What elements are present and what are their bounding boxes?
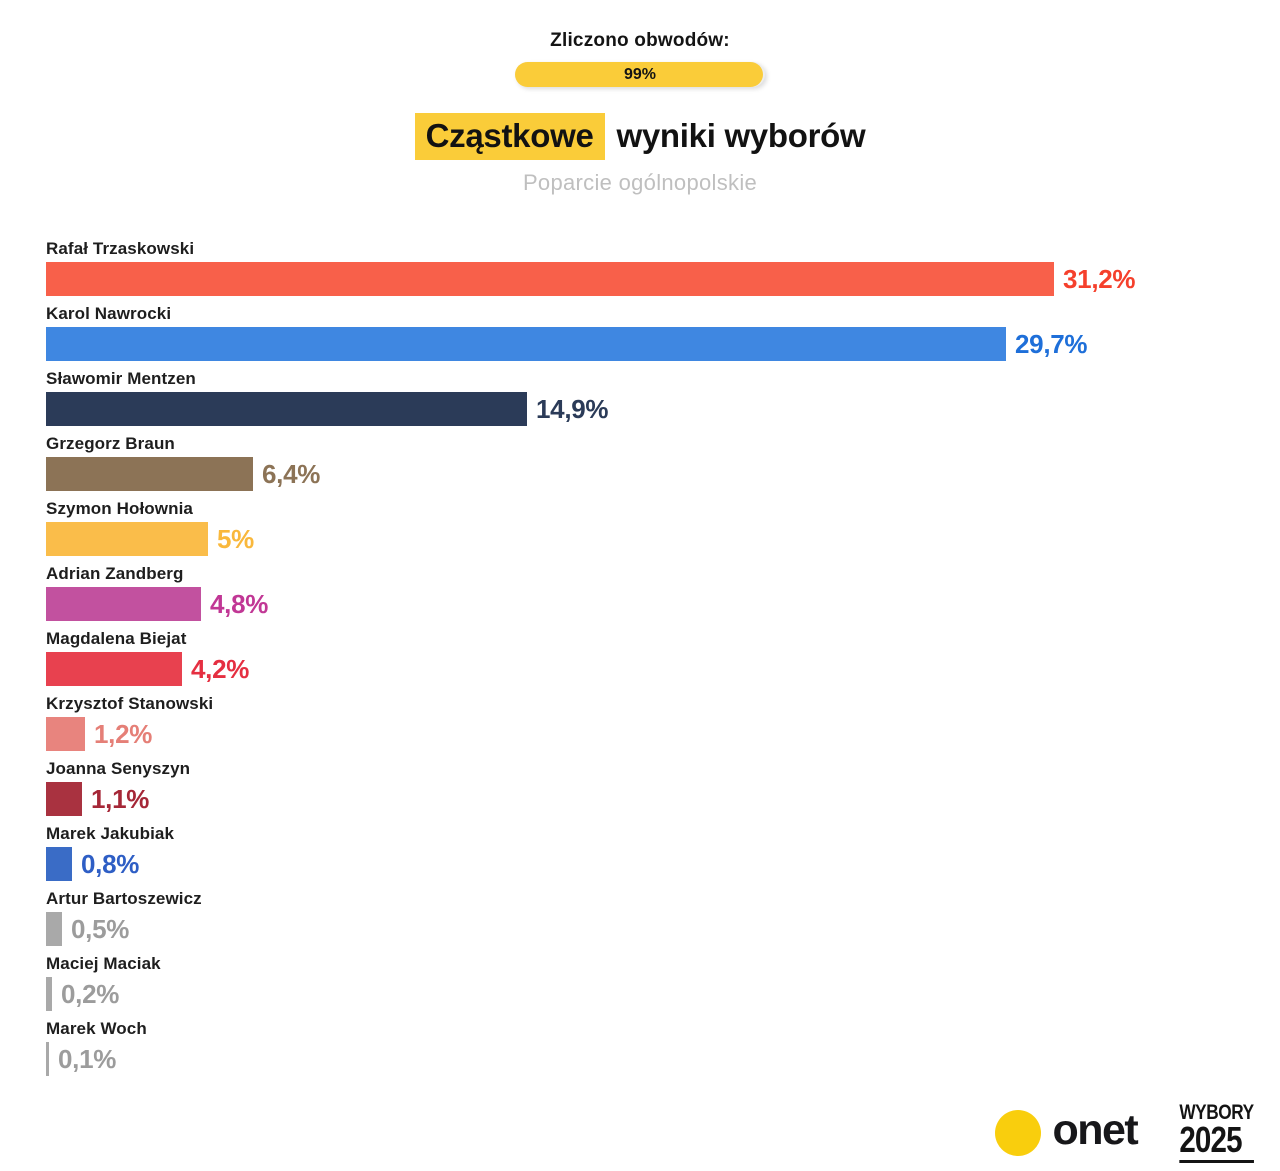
candidate-name: Sławomir Mentzen <box>46 369 196 388</box>
counted-districts-value: 99% <box>623 66 657 83</box>
bar-line: 14,9% <box>46 392 1270 426</box>
result-value-label: 4,2% <box>191 654 250 684</box>
bar-line: 6,4% <box>46 457 1270 491</box>
bar-line: 4,2% <box>46 652 1270 686</box>
chart-row: Marek Woch 0,1% <box>46 1020 1270 1076</box>
candidate-name: Marek Woch <box>46 1019 147 1038</box>
bar-line: 1,2% <box>46 717 1270 751</box>
counted-districts-label: Zliczono obwodów: <box>550 30 730 51</box>
chart-row: Marek Jakubiak 0,8% <box>46 825 1270 881</box>
chart-row: Artur Bartoszewicz 0,5% <box>46 890 1270 946</box>
onet-logo: onet <box>995 1106 1139 1156</box>
chart-subtitle: Poparcie ogólnopolskie <box>522 170 758 195</box>
chart-row: Adrian Zandberg 4,8% <box>46 565 1270 621</box>
result-bar <box>46 1042 49 1076</box>
result-bar <box>46 587 201 621</box>
chart-row: Sławomir Mentzen 14,9% <box>46 370 1270 426</box>
candidate-name: Krzysztof Stanowski <box>46 694 214 713</box>
bar-line: 4,8% <box>46 587 1270 621</box>
candidate-name: Karol Nawrocki <box>46 304 172 323</box>
result-value-label: 5% <box>217 524 254 554</box>
wybory-logo-line2: 2025 <box>1179 1119 1243 1161</box>
chart-row: Karol Nawrocki 29,7% <box>46 305 1270 361</box>
candidate-name: Artur Bartoszewicz <box>46 889 202 908</box>
result-bar <box>46 262 1054 296</box>
result-value-label: 0,2% <box>61 979 120 1009</box>
bar-chart: Rafał Trzaskowski 31,2% Karol Nawrocki 2… <box>46 240 1270 1085</box>
result-bar <box>46 522 208 556</box>
result-value-label: 1,1% <box>91 784 150 814</box>
result-value-label: 4,8% <box>210 589 269 619</box>
bar-line: 0,8% <box>46 847 1270 881</box>
bar-line: 29,7% <box>46 327 1270 361</box>
result-bar <box>46 652 182 686</box>
candidate-name: Grzegorz Braun <box>46 434 175 453</box>
page-title: Cząstkowe wyniki wyborów <box>0 113 1280 160</box>
onet-logo-text: onet <box>1052 1106 1138 1155</box>
candidate-name: Magdalena Biejat <box>46 629 187 648</box>
chart-header: Zliczono obwodów: 99% Cząstkowe wyniki wy… <box>0 0 1280 196</box>
counted-districts-progressbar: 99% <box>515 62 765 87</box>
result-value-label: 6,4% <box>262 459 321 489</box>
result-value-label: 0,1% <box>58 1044 117 1074</box>
result-bar <box>46 457 253 491</box>
title-rest: wyniki wyborów <box>616 117 866 154</box>
result-bar <box>46 392 527 426</box>
bar-line: 1,1% <box>46 782 1270 816</box>
title-highlight: Cząstkowe <box>414 113 605 160</box>
result-value-label: 0,5% <box>71 914 130 944</box>
result-value-label: 0,8% <box>81 849 140 879</box>
bar-line: 0,5% <box>46 912 1270 946</box>
chart-row: Grzegorz Braun 6,4% <box>46 435 1270 491</box>
chart-row: Joanna Senyszyn 1,1% <box>46 760 1270 816</box>
result-bar <box>46 782 82 816</box>
chart-row: Magdalena Biejat 4,2% <box>46 630 1270 686</box>
chart-row: Krzysztof Stanowski 1,2% <box>46 695 1270 751</box>
wybory-logo-line1: WYBORY <box>1179 1101 1255 1125</box>
candidate-name: Szymon Hołownia <box>46 499 193 518</box>
wybory-2025-logo: WYBORY 2025 <box>1179 1101 1255 1163</box>
result-value-label: 1,2% <box>94 719 153 749</box>
result-value-label: 29,7% <box>1015 329 1088 359</box>
candidate-name: Maciej Maciak <box>46 954 161 973</box>
result-bar <box>46 912 62 946</box>
candidate-name: Joanna Senyszyn <box>46 759 191 778</box>
counted-districts-progress-fill <box>515 62 763 87</box>
onet-logo-circle-icon <box>995 1109 1042 1156</box>
chart-row: Szymon Hołownia 5% <box>46 500 1270 556</box>
bar-line: 31,2% <box>46 262 1270 296</box>
bar-line: 0,2% <box>46 977 1270 1011</box>
candidate-name: Adrian Zandberg <box>46 564 184 583</box>
result-value-label: 31,2% <box>1063 264 1136 294</box>
footer-logos: onet WYBORY 2025 <box>995 1102 1254 1163</box>
result-bar <box>46 327 1006 361</box>
result-value-label: 14,9% <box>536 394 609 424</box>
bar-line: 0,1% <box>46 1042 1270 1076</box>
candidate-name: Rafał Trzaskowski <box>46 239 195 258</box>
chart-row: Rafał Trzaskowski 31,2% <box>46 240 1270 296</box>
candidate-name: Marek Jakubiak <box>46 824 175 843</box>
chart-row: Maciej Maciak 0,2% <box>46 955 1270 1011</box>
bar-line: 5% <box>46 522 1270 556</box>
result-bar <box>46 717 85 751</box>
result-bar <box>46 847 72 881</box>
result-bar <box>46 977 52 1011</box>
